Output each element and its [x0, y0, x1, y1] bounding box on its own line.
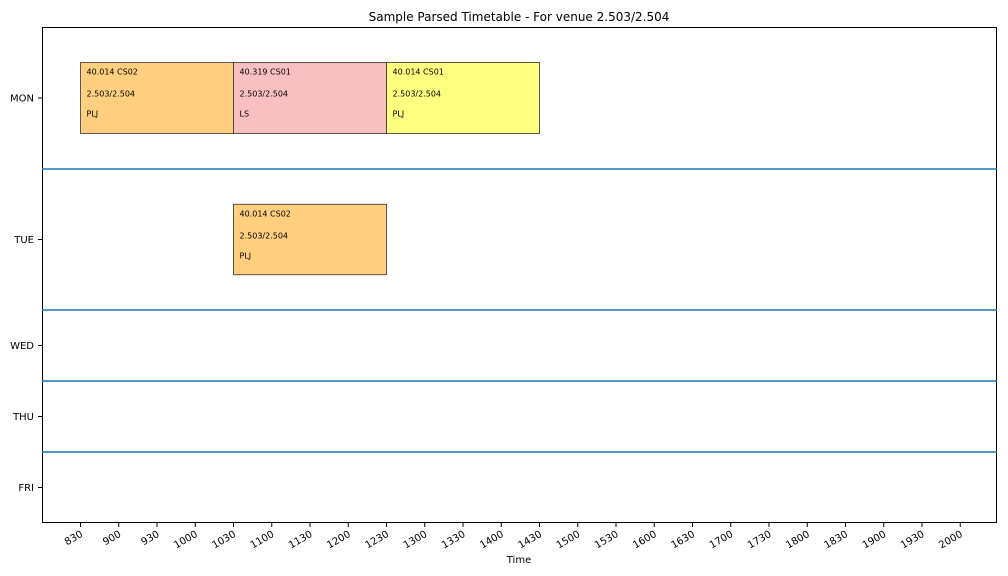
y-tick-label-mon: MON: [10, 94, 34, 105]
x-tick-label: 2000: [937, 529, 965, 551]
day-separators: [42, 168, 997, 453]
x-tick-label: 1400: [478, 529, 506, 551]
x-tick-label: 1200: [325, 529, 353, 551]
x-tick-label: 1900: [861, 529, 889, 551]
timetable-block-rect: [386, 62, 540, 134]
timetable-block-rect: [80, 62, 234, 134]
x-tick-label: 1300: [402, 529, 430, 551]
x-tick-label: 900: [101, 529, 123, 548]
timetable-block-text: 40.014 CS02: [87, 68, 138, 77]
timetable-block: 40.014 CS01 2.503/2.504 PLJ: [386, 62, 540, 134]
timetable-block-text: 2.503/2.504: [87, 90, 136, 99]
y-tick-label-wed: WED: [10, 341, 34, 352]
timetable-block-rect: [233, 203, 387, 276]
y-tick-label-tue: TUE: [13, 235, 34, 246]
x-tick-label: 1130: [287, 529, 315, 551]
timetable-block: 40.319 CS01 2.503/2.504 LS: [233, 62, 387, 134]
x-tick-label: 1230: [363, 529, 391, 551]
y-axis-day-ticks: MON TUE WED THU FRI: [10, 94, 42, 494]
y-tick-label-thu: THU: [12, 412, 34, 423]
timetable-block-text: PLJ: [393, 110, 405, 119]
x-tick-label: 830: [63, 529, 85, 548]
x-tick-label: 1000: [172, 529, 200, 551]
timetable-block-text: 40.319 CS01: [240, 68, 291, 77]
x-tick-label: 1630: [669, 529, 697, 551]
timetable-block-text: 2.503/2.504: [240, 231, 289, 240]
timetable-block-text: 40.014 CS02: [240, 209, 291, 218]
x-tick-label: 930: [139, 529, 161, 548]
x-tick-label: 1700: [708, 529, 736, 551]
timetable-block-text: PLJ: [87, 110, 99, 119]
timetable-block-text: PLJ: [240, 251, 252, 260]
x-tick-label: 1730: [746, 529, 774, 551]
x-tick-label: 1800: [784, 529, 812, 551]
x-tick-label: 1430: [516, 529, 544, 551]
x-tick-label: 1100: [249, 529, 277, 551]
timetable-block-rect: [233, 62, 387, 134]
timetable-block: 40.014 CS02 2.503/2.504 PLJ: [80, 62, 234, 134]
y-tick-label-fri: FRI: [18, 483, 34, 494]
x-axis-time-ticks: 830 900 930 1000 1030 1100 1130 1200 1230 1300 133…: [63, 523, 965, 551]
x-tick-label: 1030: [210, 529, 238, 551]
x-tick-label: 1530: [593, 529, 621, 551]
x-tick-label: 1830: [822, 529, 850, 551]
x-tick-label: 1600: [631, 529, 659, 551]
x-tick-label: 1500: [555, 529, 583, 551]
chart-title: Sample Parsed Timetable - For venue 2.50…: [369, 10, 670, 24]
timetable-block-text: 2.503/2.504: [393, 90, 442, 99]
x-axis-label: Time: [506, 555, 531, 566]
x-tick-label: 1330: [440, 529, 468, 551]
timetable-blocks: 40.014 CS02 2.503/2.504 PLJ 40.319 CS01 2.50…: [80, 62, 540, 276]
timetable-block-text: LS: [240, 110, 250, 119]
x-tick-label: 1930: [899, 529, 927, 551]
timetable-block: 40.014 CS02 2.503/2.504 PLJ: [233, 203, 387, 276]
timetable-block-text: 2.503/2.504: [240, 90, 289, 99]
timetable-block-text: 40.014 CS01: [393, 68, 444, 77]
